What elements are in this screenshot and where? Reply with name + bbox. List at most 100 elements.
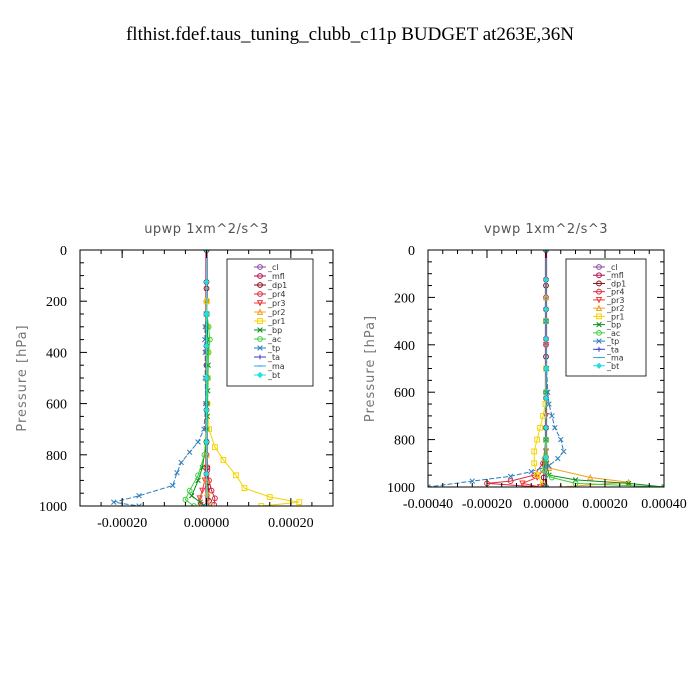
legend-label-mfl: _mfl xyxy=(606,271,624,280)
legend-marker-pr1 xyxy=(596,313,602,320)
legend-marker-bp xyxy=(596,321,602,328)
legend-label-ta: _ta xyxy=(606,345,619,354)
x-tick-label: -0.00040 xyxy=(403,497,453,512)
legend-label-pr4: _pr4 xyxy=(267,290,285,299)
y-tick-label: 600 xyxy=(46,398,67,413)
series-point-bt xyxy=(203,310,210,318)
series-point-tp xyxy=(428,484,431,487)
series-point-pr1 xyxy=(266,494,273,500)
legend-marker-tp xyxy=(596,338,602,344)
legend-label-bt: _bt xyxy=(606,362,619,371)
series-point-bp xyxy=(188,493,195,499)
series-point-tp xyxy=(560,448,567,455)
series-point-tp xyxy=(546,462,552,469)
series-point-bt xyxy=(203,374,210,382)
legend-label-mfl: _mfl xyxy=(267,272,285,281)
series-point-tp xyxy=(552,424,558,431)
x-tick-label: 0.00000 xyxy=(523,497,569,512)
legend-marker-pr4 xyxy=(257,291,263,297)
x-tick-label: 0.00020 xyxy=(268,516,314,531)
legend-marker-pr3 xyxy=(256,300,264,307)
y-tick-label: 1000 xyxy=(39,500,67,515)
series-point-ac xyxy=(204,400,211,407)
legend-marker-pr1 xyxy=(257,318,263,324)
series-point-ac xyxy=(549,474,555,481)
x-tick-label: -0.00020 xyxy=(97,516,147,531)
series-point-bt xyxy=(203,470,210,478)
series-point-bt xyxy=(542,395,550,402)
series-point-pr1 xyxy=(296,499,303,506)
series-point-tp xyxy=(201,426,207,432)
series-point-pr1 xyxy=(241,485,248,491)
series-point-ac xyxy=(186,487,193,494)
legend-label-ac: _ac xyxy=(606,329,620,338)
y-tick-label: 1000 xyxy=(387,481,415,496)
y-tick-label: 600 xyxy=(394,386,415,401)
series-point-tp xyxy=(546,401,552,407)
series-point-tp xyxy=(195,439,201,445)
series-point-tp xyxy=(507,473,514,480)
series-point-bt xyxy=(203,406,210,414)
x-tick-label: 0.00000 xyxy=(184,516,230,531)
legend-label-ma: _ma xyxy=(606,354,624,363)
series-point-tp xyxy=(186,449,193,455)
legend-marker-ta xyxy=(596,346,602,352)
series-point-pr1 xyxy=(531,460,538,467)
x-tick-label: 0.00020 xyxy=(582,497,628,512)
legend-marker-ac xyxy=(596,329,602,336)
legend-label-ta: _ta xyxy=(267,353,280,362)
series-point-tp xyxy=(170,482,176,489)
series-point-pr3 xyxy=(519,480,526,487)
series-point-tp xyxy=(110,499,117,505)
legend: _cl_mfl_dp1_pr4_pr3_pr2_pr1_bp_ac_tp_ta_… xyxy=(565,258,647,377)
series-point-tp xyxy=(202,400,209,407)
y-tick-label: 400 xyxy=(394,339,415,354)
series-line-tp xyxy=(428,321,565,487)
series-point-tp xyxy=(136,493,142,499)
series-point-pr1 xyxy=(220,457,227,463)
series-point-tp xyxy=(528,468,535,475)
legend-marker-pr4 xyxy=(596,288,602,295)
series-point-pr4 xyxy=(507,478,514,484)
legend-marker-dp1 xyxy=(257,282,263,288)
vpwp-panel: vpwp 1xm^2/s^3 Pressure [hPa] 0 200 400 600 80… xyxy=(363,222,687,512)
legend-label-cl: _cl xyxy=(267,263,279,272)
series-line-pr4 xyxy=(486,297,547,487)
series-point-tp xyxy=(549,413,555,419)
legend-marker-pr2 xyxy=(595,304,603,312)
legend-label-bp: _bp xyxy=(267,326,282,335)
series-point-ac xyxy=(206,336,213,343)
series-point-tp xyxy=(178,459,184,466)
figure-title: flthist.fdef.taus_tuning_clubb_c11p BUDG… xyxy=(126,24,574,45)
series-point-bt xyxy=(203,278,210,286)
series-point-pr1 xyxy=(534,436,541,443)
series-point-bt xyxy=(542,276,550,283)
series-point-pr4 xyxy=(212,495,218,502)
series-point-pr1 xyxy=(531,448,538,455)
legend-marker-tp xyxy=(257,345,263,351)
legend-marker-bt xyxy=(256,371,264,379)
legend-box xyxy=(226,258,314,387)
y-tick-label: 200 xyxy=(46,295,67,310)
legend-marker-cl xyxy=(596,264,602,270)
series-point-tp xyxy=(174,469,180,476)
legend-marker-pr3 xyxy=(595,297,603,304)
legend-label-bt: _bt xyxy=(267,371,280,380)
legend-label-pr2: _pr2 xyxy=(267,308,285,317)
legend-label-ac: _ac xyxy=(267,335,281,344)
legend-label-pr3: _pr3 xyxy=(606,296,624,305)
series-point-ac xyxy=(540,467,546,474)
legend-marker-ta xyxy=(257,354,263,360)
legend-marker-cl xyxy=(257,264,263,270)
legend-label-tp: _tp xyxy=(606,337,619,346)
y-tick-label: 400 xyxy=(46,346,67,361)
series-line-tp xyxy=(113,313,207,506)
y-tick-label: 0 xyxy=(60,244,67,259)
legend-marker-bp xyxy=(257,327,263,333)
series-point-ac xyxy=(190,503,197,506)
series-point-pr1 xyxy=(212,444,218,451)
series-point-tp xyxy=(136,503,142,506)
panel-title: upwp 1xm^2/s^3 xyxy=(144,222,269,237)
y-axis-label: Pressure [hPa] xyxy=(363,315,378,422)
